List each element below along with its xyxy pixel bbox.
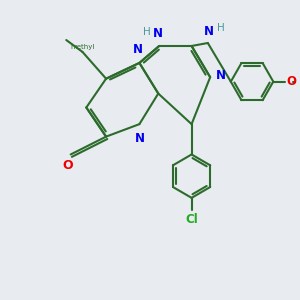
Text: H: H	[217, 23, 225, 34]
Text: H: H	[143, 27, 151, 37]
Text: N: N	[153, 27, 163, 40]
Text: Cl: Cl	[185, 213, 198, 226]
Text: N: N	[215, 69, 226, 82]
Text: methyl: methyl	[71, 44, 95, 50]
Text: O: O	[62, 159, 73, 172]
Text: N: N	[204, 25, 214, 38]
Text: N: N	[134, 132, 144, 145]
Text: O: O	[286, 75, 297, 88]
Text: N: N	[133, 44, 143, 56]
